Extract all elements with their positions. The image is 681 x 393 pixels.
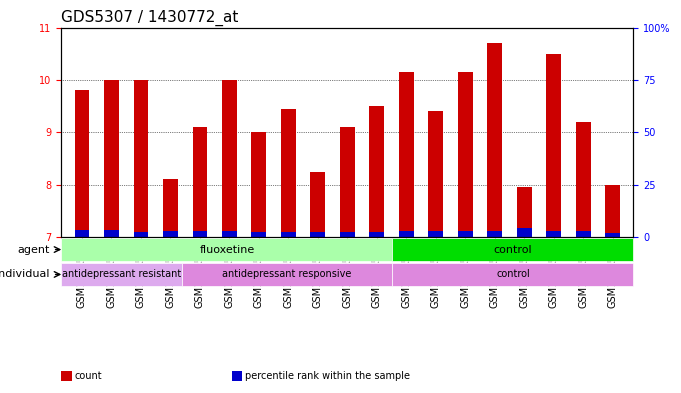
FancyBboxPatch shape bbox=[61, 263, 182, 286]
Text: individual: individual bbox=[0, 270, 50, 279]
Text: percentile rank within the sample: percentile rank within the sample bbox=[245, 371, 410, 382]
FancyBboxPatch shape bbox=[392, 238, 633, 261]
Bar bbox=[428, 111, 443, 237]
Bar bbox=[311, 232, 326, 237]
Bar bbox=[340, 127, 355, 237]
Bar bbox=[458, 72, 473, 237]
Bar bbox=[193, 231, 207, 237]
Bar bbox=[222, 231, 237, 237]
Bar bbox=[163, 231, 178, 237]
Bar bbox=[104, 80, 118, 237]
Bar bbox=[251, 232, 266, 237]
Bar bbox=[104, 230, 118, 237]
Bar bbox=[399, 231, 413, 237]
Bar bbox=[517, 187, 532, 237]
Bar bbox=[576, 231, 590, 237]
FancyBboxPatch shape bbox=[61, 238, 392, 261]
Bar bbox=[546, 54, 561, 237]
Bar bbox=[428, 231, 443, 237]
Text: control: control bbox=[496, 270, 530, 279]
Bar bbox=[281, 232, 296, 237]
Bar bbox=[488, 43, 502, 237]
Bar bbox=[488, 231, 502, 237]
Text: fluoxetine: fluoxetine bbox=[200, 244, 255, 255]
Bar bbox=[281, 109, 296, 237]
Bar bbox=[517, 228, 532, 237]
Bar bbox=[576, 122, 590, 237]
Text: GDS5307 / 1430772_at: GDS5307 / 1430772_at bbox=[61, 10, 238, 26]
Bar bbox=[605, 233, 620, 237]
Bar bbox=[340, 232, 355, 237]
Bar bbox=[251, 132, 266, 237]
Bar bbox=[74, 90, 89, 237]
Bar bbox=[369, 106, 384, 237]
Bar bbox=[222, 80, 237, 237]
Bar bbox=[399, 72, 413, 237]
FancyBboxPatch shape bbox=[392, 263, 633, 286]
Bar bbox=[605, 185, 620, 237]
Bar bbox=[546, 231, 561, 237]
Bar bbox=[163, 180, 178, 237]
Bar bbox=[193, 127, 207, 237]
Text: count: count bbox=[75, 371, 103, 382]
Bar bbox=[458, 231, 473, 237]
Text: antidepressant resistant: antidepressant resistant bbox=[62, 270, 181, 279]
Bar bbox=[74, 230, 89, 237]
Bar bbox=[133, 232, 148, 237]
Text: control: control bbox=[494, 244, 533, 255]
Bar bbox=[133, 80, 148, 237]
Bar bbox=[369, 232, 384, 237]
Bar bbox=[311, 172, 326, 237]
FancyBboxPatch shape bbox=[182, 263, 392, 286]
Text: antidepressant responsive: antidepressant responsive bbox=[223, 270, 352, 279]
Text: agent: agent bbox=[18, 244, 50, 255]
